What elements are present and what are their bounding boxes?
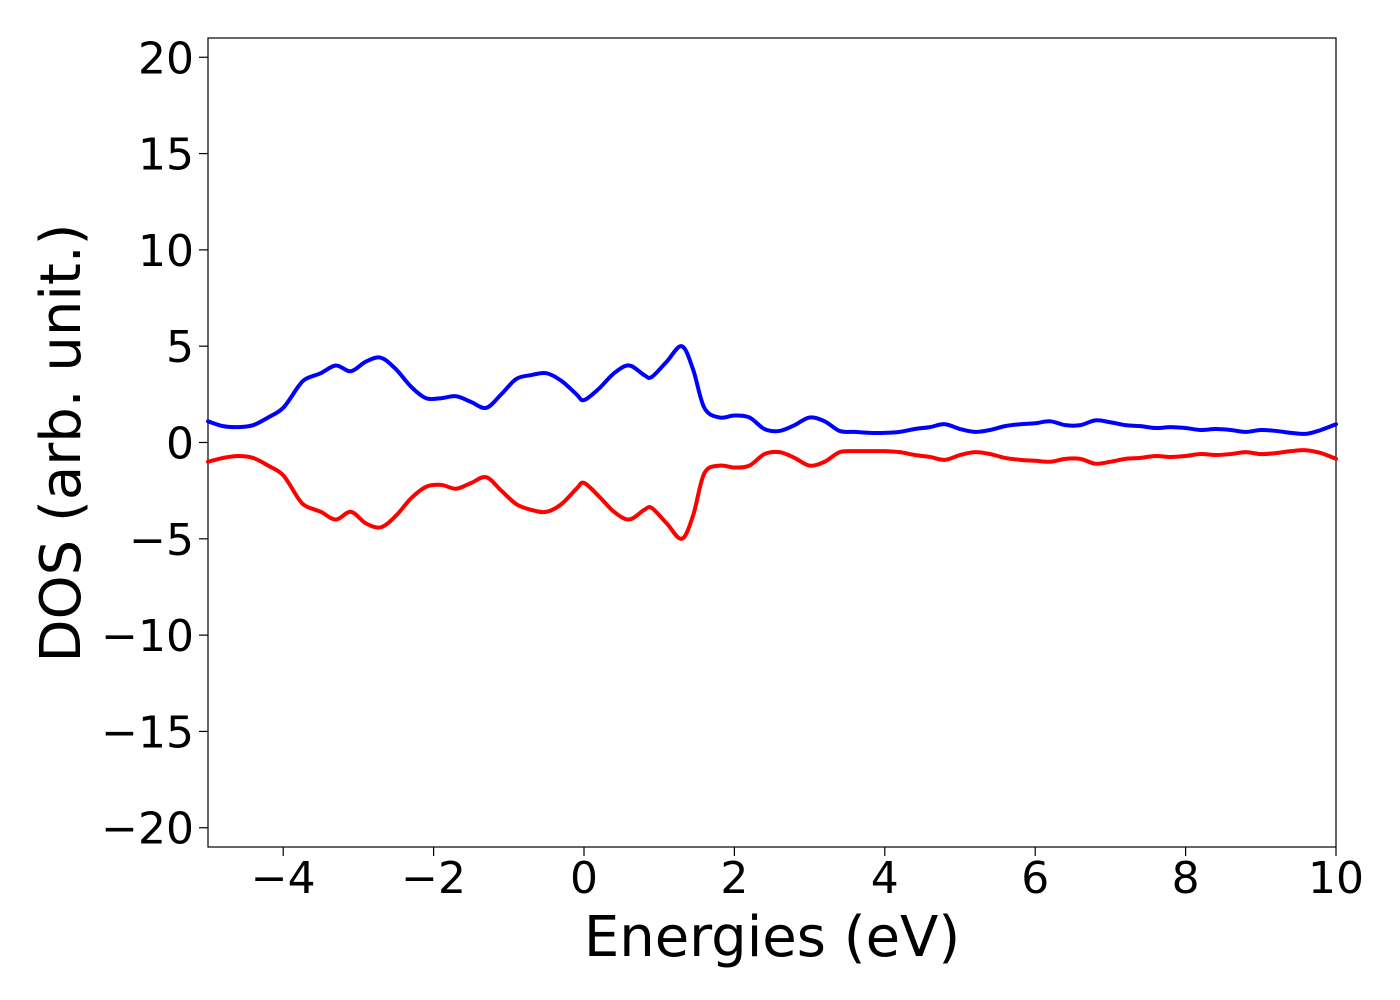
x-tick-label: 4 bbox=[871, 853, 899, 904]
y-tick-label: 15 bbox=[138, 130, 194, 181]
y-tick-label: −5 bbox=[129, 515, 194, 566]
y-tick-label: 0 bbox=[166, 419, 194, 470]
y-tick-label: 20 bbox=[138, 33, 194, 84]
x-axis-label: Energies (eV) bbox=[584, 905, 960, 970]
x-tick-label: 10 bbox=[1308, 853, 1364, 904]
y-tick-label: 10 bbox=[138, 226, 194, 277]
y-axis: 20 15 10 5 0 −5 −10 −15 −20 bbox=[101, 33, 208, 855]
dos-line-blue bbox=[206, 344, 1338, 436]
series-layer bbox=[206, 344, 1338, 541]
y-axis-label: DOS (arb. unit.) bbox=[29, 223, 94, 662]
x-tick-label: 8 bbox=[1172, 853, 1200, 904]
y-tick-label: −10 bbox=[101, 611, 194, 662]
x-tick-label: 6 bbox=[1021, 853, 1049, 904]
x-tick-label: −2 bbox=[401, 853, 466, 904]
x-tick-label: 0 bbox=[570, 853, 598, 904]
y-tick-label: 5 bbox=[166, 322, 194, 373]
x-axis: −4 −2 0 2 4 6 8 10 bbox=[251, 847, 1364, 904]
y-tick-label: −15 bbox=[101, 707, 194, 758]
y-tick-label: −20 bbox=[101, 804, 194, 855]
plot-frame bbox=[207, 37, 1337, 848]
x-tick-label: −4 bbox=[251, 853, 316, 904]
dos-line-red bbox=[206, 448, 1338, 541]
x-tick-label: 2 bbox=[720, 853, 748, 904]
